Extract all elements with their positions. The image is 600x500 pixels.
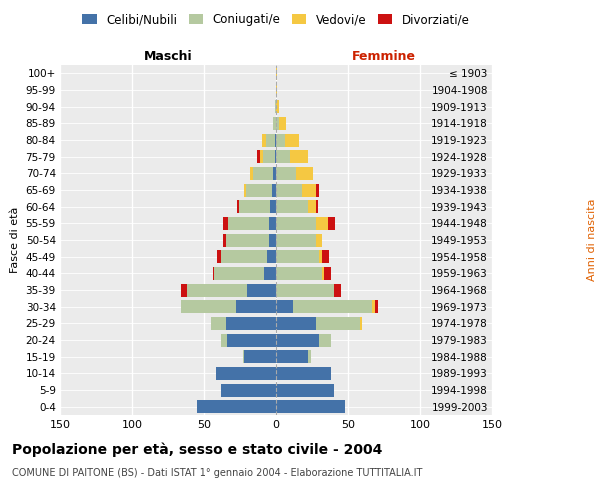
Bar xyxy=(276,134,284,146)
Bar xyxy=(316,217,328,230)
Bar xyxy=(269,217,276,230)
Bar xyxy=(211,317,226,330)
Text: COMUNE DI PAITONE (BS) - Dati ISTAT 1° gennaio 2004 - Elaborazione TUTTITALIA.IT: COMUNE DI PAITONE (BS) - Dati ISTAT 1° g… xyxy=(12,468,422,477)
Bar xyxy=(276,384,334,396)
Bar xyxy=(250,167,253,180)
Bar xyxy=(323,267,331,280)
Bar xyxy=(237,200,239,213)
Bar xyxy=(223,234,226,246)
Bar xyxy=(276,200,308,213)
Legend: Celibi/Nubili, Coniugati/e, Vedovi/e, Divorziati/e: Celibi/Nubili, Coniugati/e, Vedovi/e, Di… xyxy=(77,8,475,31)
Bar xyxy=(276,284,334,296)
Bar xyxy=(214,267,265,280)
Bar xyxy=(221,334,227,346)
Bar xyxy=(275,100,276,113)
Bar xyxy=(273,167,276,180)
Bar xyxy=(276,67,277,80)
Bar xyxy=(276,250,319,263)
Bar xyxy=(263,150,275,163)
Bar xyxy=(217,250,221,263)
Bar xyxy=(262,134,266,146)
Bar xyxy=(276,167,296,180)
Bar xyxy=(276,150,290,163)
Bar xyxy=(244,350,276,363)
Bar xyxy=(316,317,359,330)
Bar xyxy=(316,184,319,196)
Bar xyxy=(359,317,362,330)
Bar xyxy=(273,117,276,130)
Bar xyxy=(244,184,246,196)
Bar xyxy=(260,150,263,163)
Bar xyxy=(279,117,286,130)
Bar xyxy=(276,350,308,363)
Bar xyxy=(322,250,329,263)
Bar xyxy=(296,167,313,180)
Bar xyxy=(226,317,276,330)
Bar xyxy=(284,134,299,146)
Bar xyxy=(276,100,279,113)
Bar xyxy=(276,300,293,313)
Bar xyxy=(253,167,273,180)
Bar xyxy=(269,234,276,246)
Bar xyxy=(302,184,316,196)
Text: Anni di nascita: Anni di nascita xyxy=(587,198,597,281)
Bar xyxy=(221,384,276,396)
Bar xyxy=(181,284,187,296)
Bar xyxy=(227,334,276,346)
Bar xyxy=(328,217,335,230)
Bar xyxy=(181,300,236,313)
Bar xyxy=(246,184,272,196)
Bar xyxy=(276,234,316,246)
Bar xyxy=(373,300,376,313)
Bar xyxy=(197,400,276,413)
Text: Femmine: Femmine xyxy=(352,50,416,62)
Bar xyxy=(276,400,345,413)
Bar xyxy=(187,284,247,296)
Bar xyxy=(276,117,279,130)
Bar xyxy=(276,217,316,230)
Bar xyxy=(223,217,229,230)
Bar xyxy=(247,284,276,296)
Bar xyxy=(276,367,331,380)
Text: Maschi: Maschi xyxy=(143,50,193,62)
Y-axis label: Fasce di età: Fasce di età xyxy=(10,207,20,273)
Bar xyxy=(334,284,341,296)
Bar xyxy=(270,200,276,213)
Bar xyxy=(275,150,276,163)
Bar xyxy=(290,150,308,163)
Bar xyxy=(308,350,311,363)
Bar xyxy=(376,300,378,313)
Bar xyxy=(276,334,319,346)
Bar xyxy=(239,200,270,213)
Bar xyxy=(272,184,276,196)
Bar xyxy=(275,134,276,146)
Bar xyxy=(308,200,316,213)
Bar xyxy=(276,317,316,330)
Bar xyxy=(316,200,318,213)
Bar xyxy=(215,367,276,380)
Bar xyxy=(265,267,276,280)
Bar xyxy=(276,84,277,96)
Bar xyxy=(229,217,269,230)
Bar xyxy=(268,250,276,263)
Bar xyxy=(276,184,302,196)
Bar xyxy=(319,250,322,263)
Bar xyxy=(221,250,268,263)
Bar xyxy=(316,234,322,246)
Bar xyxy=(322,267,323,280)
Bar xyxy=(226,234,269,246)
Bar xyxy=(319,334,331,346)
Bar xyxy=(293,300,373,313)
Bar xyxy=(276,267,322,280)
Bar xyxy=(257,150,260,163)
Text: Popolazione per età, sesso e stato civile - 2004: Popolazione per età, sesso e stato civil… xyxy=(12,442,382,457)
Bar xyxy=(266,134,275,146)
Bar xyxy=(236,300,276,313)
Bar xyxy=(212,267,214,280)
Bar xyxy=(243,350,244,363)
